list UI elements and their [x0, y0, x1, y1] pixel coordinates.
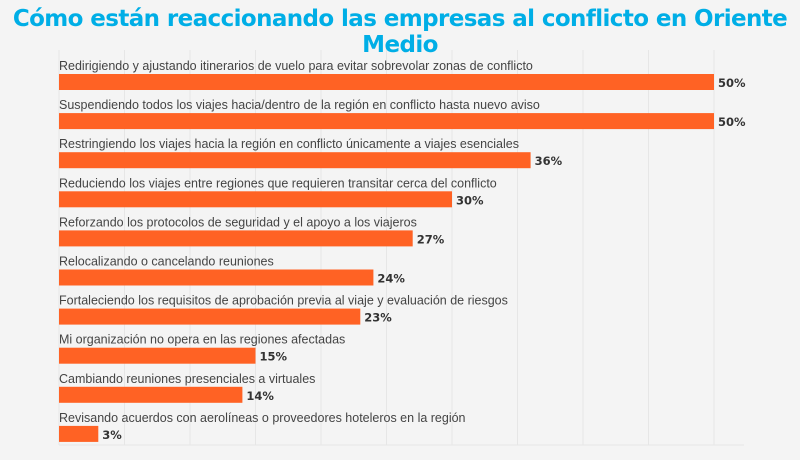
data-label: 50% — [718, 76, 746, 90]
category-label: Reduciendo los viajes entre regiones que… — [59, 176, 497, 190]
category-label: Fortaleciendo los requisitos de aprobaci… — [59, 294, 508, 308]
bar — [59, 113, 714, 130]
data-label: 36% — [535, 154, 563, 168]
bar — [59, 230, 413, 247]
chart-title: Cómo están reaccionando las empresas al … — [12, 6, 788, 58]
bar — [59, 152, 531, 169]
category-label: Reforzando los protocolos de seguridad y… — [59, 215, 417, 229]
category-label: Mi organización no opera en las regiones… — [59, 333, 345, 347]
category-label: Cambiando reuniones presenciales a virtu… — [59, 372, 315, 386]
bar — [59, 425, 99, 442]
bar — [59, 347, 256, 364]
category-label: Redirigiendo y ajustando itinerarios de … — [59, 59, 533, 73]
data-label: 24% — [377, 272, 405, 286]
category-label: Relocalizando o cancelando reuniones — [59, 255, 274, 269]
data-label: 14% — [246, 389, 274, 403]
bar — [59, 386, 243, 403]
category-label: Revisando acuerdos con aerolíneas o prov… — [59, 411, 466, 425]
bar — [59, 269, 374, 286]
data-label: 50% — [718, 115, 746, 129]
category-label: Suspendiendo todos los viajes hacia/dent… — [59, 98, 540, 112]
bar — [59, 191, 452, 208]
category-label: Restringiendo los viajes hacia la región… — [59, 137, 519, 151]
data-label: 23% — [364, 311, 392, 325]
bar — [59, 308, 361, 325]
data-label: 30% — [456, 193, 484, 207]
bar — [59, 74, 714, 90]
data-label: 3% — [102, 428, 122, 442]
data-label: 27% — [417, 232, 445, 246]
data-label: 15% — [260, 350, 288, 364]
